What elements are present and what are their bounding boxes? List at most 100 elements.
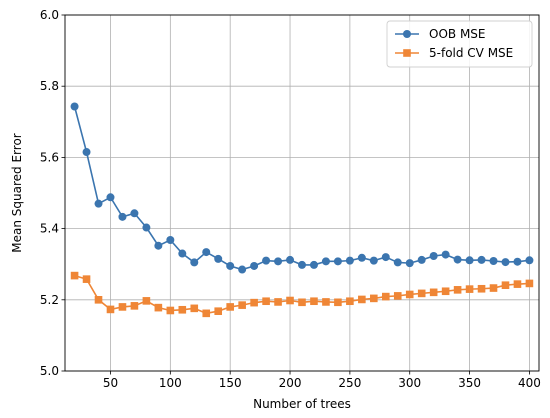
series-layer xyxy=(70,102,534,318)
y-tick-label: 6.0 xyxy=(40,8,59,22)
data-point xyxy=(417,255,426,264)
y-tick-label: 5.6 xyxy=(40,150,59,164)
ticks: 50 100 150 200 250 300 350 400 5.0 5.2 5.4 5.6 5.8 6.… xyxy=(40,8,541,390)
data-point xyxy=(214,254,223,263)
data-point xyxy=(441,250,450,259)
plot-frame xyxy=(64,14,540,372)
data-point xyxy=(262,256,271,265)
data-point xyxy=(82,148,91,157)
data-point xyxy=(286,255,295,264)
data-point xyxy=(94,296,103,304)
data-point xyxy=(118,212,127,221)
data-point xyxy=(70,271,79,280)
data-point xyxy=(453,286,462,294)
legend-label: 5-fold CV MSE xyxy=(429,46,513,60)
data-point xyxy=(286,296,294,305)
data-point xyxy=(202,309,211,318)
data-point xyxy=(489,284,498,292)
data-point xyxy=(381,292,390,301)
data-point xyxy=(298,260,306,269)
data-point xyxy=(118,303,127,311)
data-point xyxy=(262,297,270,306)
data-point xyxy=(322,298,330,306)
y-axis-label: Mean Squared Error xyxy=(10,133,24,253)
data-point xyxy=(166,235,175,244)
x-tick-label: 50 xyxy=(103,376,118,390)
data-point xyxy=(489,256,498,265)
data-point xyxy=(309,260,318,269)
data-point xyxy=(465,285,474,293)
data-point xyxy=(358,295,366,304)
data-point xyxy=(202,248,211,257)
legend-box xyxy=(386,20,533,68)
data-point xyxy=(525,256,534,265)
legend-label: OOB MSE xyxy=(429,27,486,41)
legend-marker xyxy=(403,30,411,38)
data-point xyxy=(238,301,246,309)
data-point xyxy=(465,256,474,265)
y-tick-label: 5.4 xyxy=(40,222,59,236)
data-point xyxy=(477,284,486,293)
data-point xyxy=(501,281,510,290)
data-point xyxy=(405,259,414,268)
data-point xyxy=(381,253,390,262)
x-tick-label: 400 xyxy=(518,376,541,390)
data-point xyxy=(501,258,510,267)
y-tick-label: 5.0 xyxy=(40,364,59,378)
data-point xyxy=(106,193,115,202)
data-point xyxy=(513,280,522,288)
data-point xyxy=(298,298,306,307)
y-tick-label: 5.2 xyxy=(40,293,59,307)
data-point xyxy=(525,279,534,288)
data-point xyxy=(369,256,378,265)
data-point xyxy=(190,304,199,313)
data-point xyxy=(274,298,282,306)
data-point xyxy=(321,257,330,266)
data-point xyxy=(477,255,486,264)
data-point xyxy=(346,297,354,306)
x-tick-label: 250 xyxy=(338,376,361,390)
data-point xyxy=(178,305,187,314)
x-tick-label: 300 xyxy=(398,376,421,390)
series-oob-mse xyxy=(70,102,534,274)
data-point xyxy=(154,303,163,312)
data-point xyxy=(82,275,91,283)
data-point xyxy=(357,253,366,262)
legend-marker xyxy=(403,49,411,57)
data-point xyxy=(70,102,79,111)
y-tick-label: 5.8 xyxy=(40,79,59,93)
data-point xyxy=(190,258,199,267)
series-cv-mse xyxy=(70,271,534,318)
legend: OOB MSE 5-fold CV MSE xyxy=(386,20,533,68)
data-point xyxy=(441,287,450,296)
x-axis-label: Number of trees xyxy=(253,397,351,411)
data-point xyxy=(405,290,414,299)
data-point xyxy=(370,294,378,303)
data-point xyxy=(513,257,522,266)
data-point xyxy=(238,265,247,274)
data-point xyxy=(142,223,151,232)
data-point xyxy=(429,288,438,297)
data-point xyxy=(310,297,318,306)
data-point xyxy=(393,292,402,300)
legend-item: 5-fold CV MSE xyxy=(395,46,513,60)
data-point xyxy=(94,199,103,208)
data-point xyxy=(130,302,139,310)
data-point xyxy=(453,255,462,264)
data-point xyxy=(250,298,258,307)
data-point xyxy=(178,249,187,258)
x-tick-label: 350 xyxy=(458,376,481,390)
data-point xyxy=(106,305,115,314)
data-point xyxy=(274,257,283,266)
data-point xyxy=(345,256,354,265)
data-point xyxy=(334,298,342,307)
data-point xyxy=(250,261,259,270)
legend-item: OOB MSE xyxy=(395,27,486,41)
x-tick-label: 100 xyxy=(159,376,182,390)
data-point xyxy=(226,303,234,311)
data-point xyxy=(393,258,402,267)
data-point xyxy=(214,307,223,315)
data-point xyxy=(226,261,235,270)
